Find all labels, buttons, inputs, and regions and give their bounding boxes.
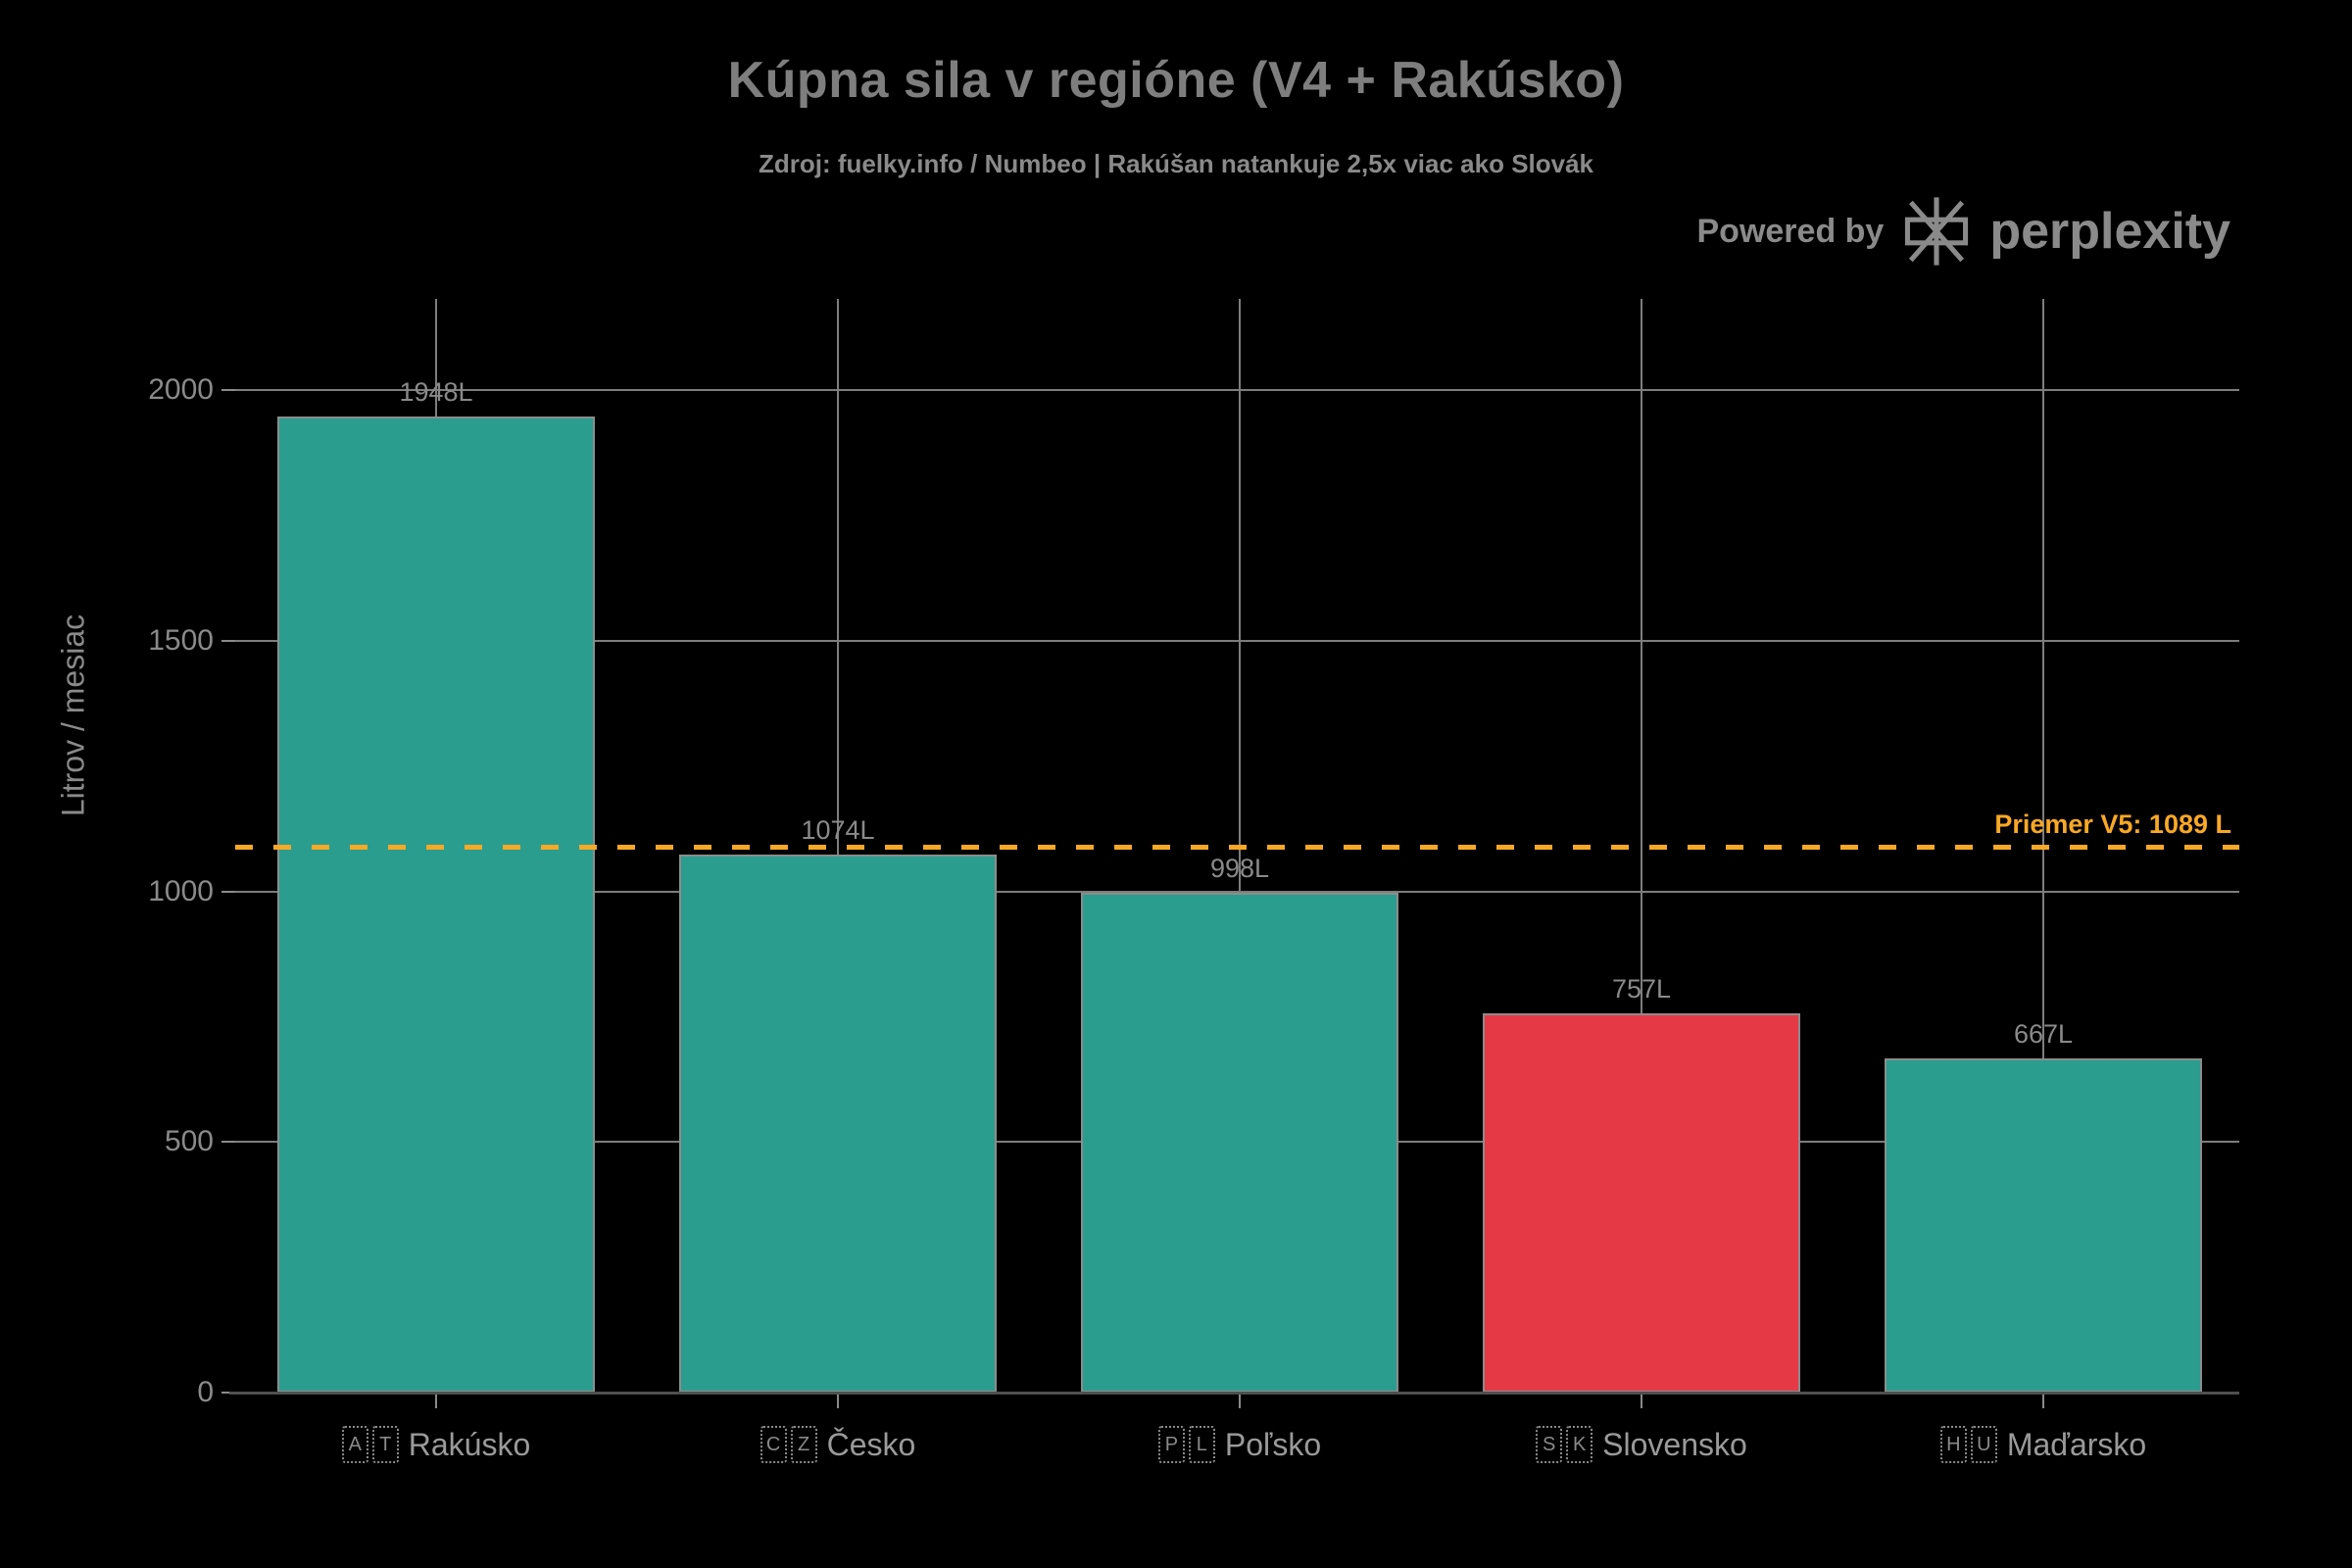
y-tick	[221, 890, 235, 893]
x-category-name: Slovensko	[1602, 1426, 1747, 1462]
powered-by-branding: Powered by perplexity	[1696, 192, 2230, 270]
bar-value-label: 998L	[1209, 853, 1270, 883]
y-tick-label: 2000	[148, 373, 214, 406]
bar-value-label: 1948L	[399, 376, 473, 407]
chart-subtitle: Zdroj: fuelky.info / Numbeo | Rakúšan na…	[758, 149, 1594, 178]
y-tick	[221, 1392, 235, 1394]
perplexity-logo-icon	[1905, 197, 1969, 266]
bar-hu	[1885, 1057, 2202, 1393]
x-category-name: Rakúsko	[408, 1426, 531, 1462]
x-tick	[1641, 1395, 1642, 1408]
flag-letter-box: Z	[790, 1426, 817, 1463]
average-reference-line	[235, 844, 2239, 850]
h-gridline	[235, 389, 2239, 391]
bar-value-label: 667L	[2013, 1018, 2074, 1049]
flag-letter-box: L	[1188, 1426, 1215, 1463]
x-category-label: H U Maďarsko	[1838, 1423, 2249, 1466]
x-tick	[837, 1395, 839, 1408]
h-gridline	[235, 639, 2239, 642]
average-reference-label: Priemer V5: 1089 L	[1994, 808, 2231, 839]
x-category-label: C Z Česko	[632, 1423, 1044, 1466]
perplexity-wordmark: perplexity	[1989, 203, 2230, 260]
x-tick	[2042, 1395, 2044, 1408]
chart-title: Kúpna sila v regióne (V4 + Rakúsko)	[727, 52, 1625, 109]
y-tick-label: 1500	[148, 623, 214, 657]
h-gridline	[235, 890, 2239, 893]
x-category-name: Česko	[826, 1426, 916, 1462]
bar-pl	[1081, 892, 1398, 1393]
bar-cz	[679, 854, 997, 1393]
x-category-label: S K Slovensko	[1436, 1423, 1847, 1466]
x-category-name: Maďarsko	[2006, 1426, 2147, 1462]
y-tick	[221, 389, 235, 391]
flag-letter-box: A	[341, 1426, 368, 1463]
bar-sk	[1483, 1012, 1800, 1393]
flag-letter-box: U	[1970, 1426, 1997, 1463]
x-category-label: A T Rakúsko	[230, 1423, 642, 1466]
flag-letter-box: H	[1939, 1426, 1967, 1463]
y-tick	[221, 639, 235, 642]
bar-value-label: 757L	[1611, 973, 1672, 1004]
x-tick	[435, 1395, 437, 1408]
x-category-name: Poľsko	[1224, 1426, 1322, 1462]
y-tick-label: 1000	[148, 874, 214, 907]
flag-letter-box: K	[1566, 1426, 1593, 1463]
flag-letter-box: T	[371, 1426, 399, 1463]
powered-by-label: Powered by	[1696, 212, 1885, 250]
x-tick	[1239, 1395, 1241, 1408]
y-tick-label: 0	[197, 1376, 214, 1408]
y-tick	[221, 1141, 235, 1144]
bar-at	[277, 416, 595, 1393]
y-tick-label: 500	[164, 1125, 214, 1158]
x-axis-line	[229, 1392, 2239, 1395]
x-category-label: P L Poľsko	[1034, 1423, 1446, 1466]
flag-letter-box: S	[1536, 1426, 1563, 1463]
flag-letter-box: C	[760, 1426, 787, 1463]
bar-value-label: 1074L	[801, 814, 875, 845]
flag-letter-box: P	[1157, 1426, 1185, 1463]
